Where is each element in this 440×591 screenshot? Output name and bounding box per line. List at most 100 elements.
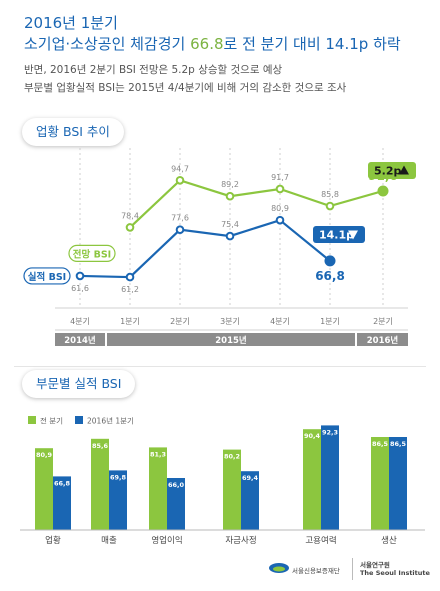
actual-point [324,255,336,267]
footer-logo-1: 서울신용보증재단 [292,567,340,575]
bar-value-label: 86,5 [372,440,389,448]
x-tick-label: 1분기 [120,317,140,326]
forecast-point [175,176,185,185]
footer-logo-2a: 서울연구원 [360,561,390,569]
bar-current [53,476,71,530]
forecast-series-label-box [68,244,116,263]
bar-value-label: 92,3 [322,428,338,436]
x-tick-label: 3분기 [220,317,240,326]
forecast-point [125,223,135,232]
actual-point [275,215,285,225]
arrow-down-icon [348,230,358,240]
bar-value-label: 66,8 [54,479,71,487]
header: 2016년 1분기 소기업·소상공인 체감경기 66.8로 전 분기 대비 14… [0,0,440,100]
actual-line [79,218,331,279]
year-band [55,333,105,346]
section-divider [14,366,426,367]
section2-title: 부문별 실적 BSI [22,370,136,398]
bar-previous [149,447,167,530]
forecast-line [129,179,384,229]
category-label: 매출 [101,535,117,546]
title-line-2-c: 로 전 분기 대비 14.1p 하락 [223,35,401,53]
x-tick-label: 4분기 [270,317,290,326]
data-label: 85,8 [321,190,339,199]
x-tick-label: 4분기 [70,317,90,326]
forecast-point [377,185,389,197]
data-label: 91,7 [271,173,289,182]
actual-point [225,231,235,241]
bar-current [389,437,407,530]
bar-previous [303,429,321,530]
bar-value-label: 66,0 [168,481,185,489]
legend-label: 전 분기 [40,416,63,426]
data-label: 77,6 [171,214,189,223]
year-band [357,333,408,346]
decrease-badge-box [313,226,365,243]
seoul-credit-logo-icon [269,563,289,573]
year-band [107,333,355,346]
category-label: 영업이익 [151,535,182,546]
actual-point [125,272,135,282]
year-label: 2016년 [367,335,399,346]
bar-previous [223,449,241,530]
data-label: 61,2 [121,285,139,294]
title-line-2: 소기업·소상공인 체감경기 66.8로 전 분기 대비 14.1p 하락 [24,33,401,54]
forecast-point [275,184,285,194]
bar-value-label: 69,4 [242,474,259,482]
bar-value-label: 80,2 [224,453,240,461]
data-label: 61,6 [71,284,89,293]
bar-current [241,471,259,530]
actual-point [175,225,185,235]
category-label: 고용여력 [305,535,336,546]
title-line-1: 2016년 1분기 [24,14,118,32]
bar-current [321,425,339,530]
bar-current [109,470,127,530]
legend-label: 2016년 1분기 [87,416,134,426]
forecast-point [225,191,235,201]
legend-swatch [75,416,83,424]
increase-badge: 5.2p [374,165,401,178]
data-label: 89,2 [221,180,239,189]
line-chart: 78,494,789,291,785,891,061,661,277,675,4… [23,148,416,346]
bar-previous [91,438,109,530]
bar-value-label: 85,6 [92,442,109,450]
forecast-series-label: 전망 BSI [73,248,111,260]
title-line-2-a: 소기업·소상공인 체감경기 [24,35,191,53]
category-label: 생산 [381,535,397,546]
subtitle-2: 부문별 업황실적 BSI는 2015년 4/4분기에 비해 거의 감소한 것으로… [24,82,347,94]
footer-divider [352,558,353,580]
actual-series-label: 실적 BSI [28,271,66,283]
category-label: 업황 [45,535,61,546]
data-label: 78,4 [121,211,139,220]
data-label: 66,8 [315,269,345,283]
subtitle-1: 반면, 2016년 2분기 BSI 전망은 5.2p 상승할 것으로 예상 [24,64,283,76]
bar-value-label: 86,5 [390,440,407,448]
x-tick-label: 2분기 [170,317,190,326]
decrease-badge: 14.1p [319,229,354,242]
x-tick-label: 2분기 [373,317,393,326]
footer-logo-2b: The Seoul Institute [360,569,430,577]
x-tick-label: 1분기 [320,317,340,326]
year-label: 2015년 [215,335,247,346]
data-label: 80,9 [271,204,289,213]
actual-series-label-box [23,267,71,285]
bar-current [167,478,185,530]
bar-value-label: 69,8 [110,473,127,481]
bar-value-label: 80,9 [36,451,53,459]
bar-value-label: 90,4 [304,432,321,440]
legend-swatch [28,416,36,424]
footer: 서울신용보증재단 서울연구원 The Seoul Institute [0,548,440,591]
actual-point [75,271,85,281]
forecast-point [325,201,335,211]
year-label: 2014년 [64,335,96,346]
section1-title: 업황 BSI 추이 [22,118,124,146]
title-highlight: 66.8 [190,35,224,53]
bar-value-label: 81,3 [150,450,166,458]
data-label: 75,4 [221,220,239,229]
arrow-up-icon [399,165,409,175]
bar-previous [371,437,389,530]
bar-previous [35,448,53,530]
category-label: 자금사정 [225,535,256,546]
bar-chart: 전 분기 2016년 1분기 80,9 66,8 업황 85,6 69,8 매출 81,3 66,… [20,416,425,546]
data-label: 94,7 [171,164,189,173]
